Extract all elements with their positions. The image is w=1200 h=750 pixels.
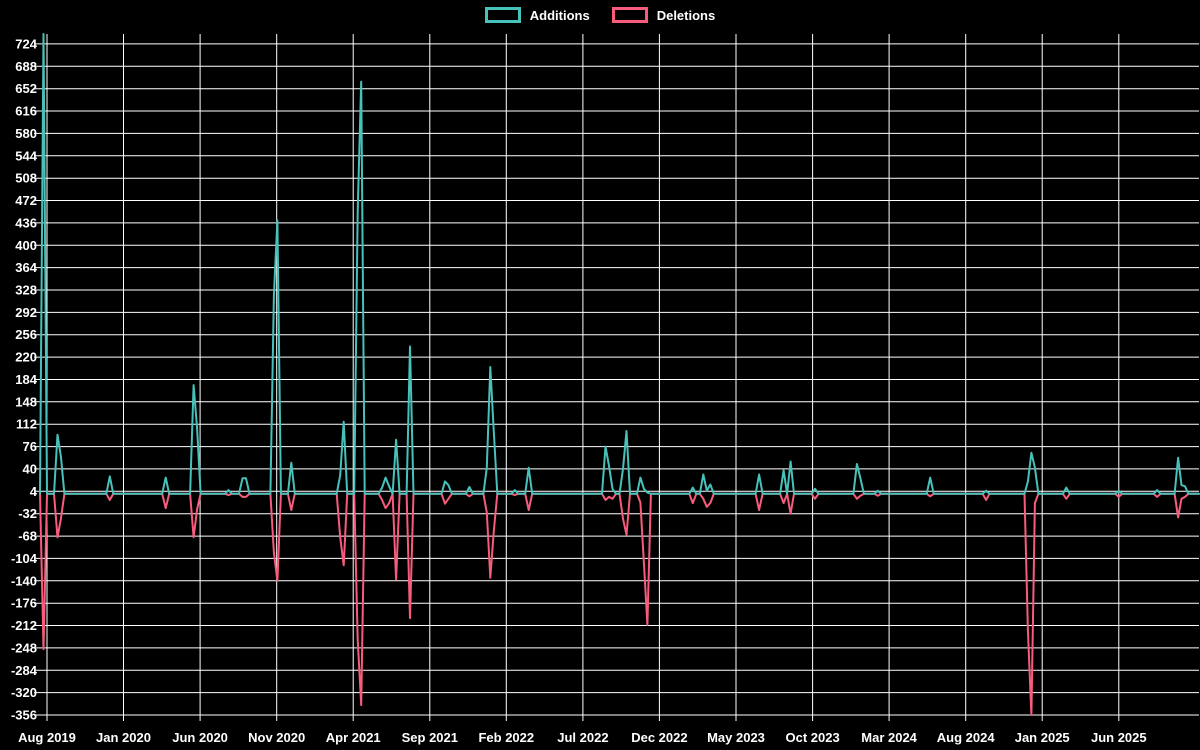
deletions-swatch-icon [611,7,648,23]
series-line-additions[interactable] [39,33,1200,495]
y-tick-label: 472 [15,193,37,208]
y-tick-label: 328 [15,283,37,298]
x-tick-label: Jan 2020 [96,730,151,745]
y-tick-label: 148 [15,394,37,409]
y-tick-label: 544 [15,148,37,163]
legend-item-deletions[interactable]: Deletions [611,7,716,23]
y-tick-label: 616 [15,104,37,119]
y-tick-label: 220 [15,350,37,365]
x-tick-label: Feb 2022 [478,730,534,745]
y-tick-label: -104 [11,551,38,566]
x-tick-label: May 2023 [707,730,765,745]
y-tick-label: -32 [18,506,37,521]
y-tick-label: -248 [11,640,37,655]
y-tick-label: 112 [16,417,37,432]
x-tick-label: Jul 2022 [557,730,608,745]
x-tick-label: Oct 2023 [785,730,839,745]
x-tick-label: Sep 2021 [402,730,458,745]
legend-label-deletions: Deletions [656,7,716,23]
x-tick-label: Jun 2020 [172,730,228,745]
x-tick-label: Jun 2025 [1091,730,1147,745]
chart-legend: Additions Deletions [0,7,1200,23]
additions-swatch-icon [484,7,521,23]
y-tick-label: 256 [15,327,37,342]
x-tick-label: Aug 2019 [18,730,76,745]
y-tick-label: 292 [15,305,37,320]
x-tick-label: Mar 2024 [861,730,917,745]
y-tick-label: 652 [15,81,37,96]
y-tick-label: -68 [18,529,37,544]
y-tick-label: -176 [11,596,37,611]
y-tick-label: -356 [11,708,37,723]
y-tick-label: 688 [15,59,37,74]
x-tick-label: Jan 2025 [1015,730,1070,745]
x-tick-label: Nov 2020 [248,730,305,745]
y-tick-label: -212 [11,618,37,633]
y-tick-label: -284 [11,663,38,678]
y-tick-label: 40 [23,461,37,476]
x-tick-label: Aug 2024 [937,730,996,745]
legend-label-additions: Additions [529,7,590,23]
legend-item-additions[interactable]: Additions [484,7,590,23]
y-tick-label: 508 [15,171,37,186]
y-tick-label: 4 [30,484,38,499]
x-tick-label: Apr 2021 [326,730,381,745]
y-tick-label: 184 [15,372,37,387]
y-tick-label: 580 [15,126,37,141]
y-tick-label: 76 [23,439,37,454]
y-tick-label: 724 [15,36,37,51]
x-tick-label: Dec 2022 [631,730,687,745]
y-tick-label: -140 [11,573,37,588]
y-tick-label: 364 [15,260,37,275]
y-tick-label: 400 [15,238,37,253]
y-tick-label: 436 [15,215,37,230]
series-line-deletions[interactable] [39,492,1200,716]
y-tick-label: -320 [11,685,37,700]
